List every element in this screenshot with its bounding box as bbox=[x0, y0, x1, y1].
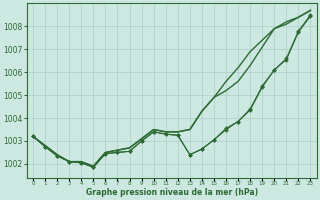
X-axis label: Graphe pression niveau de la mer (hPa): Graphe pression niveau de la mer (hPa) bbox=[86, 188, 258, 197]
